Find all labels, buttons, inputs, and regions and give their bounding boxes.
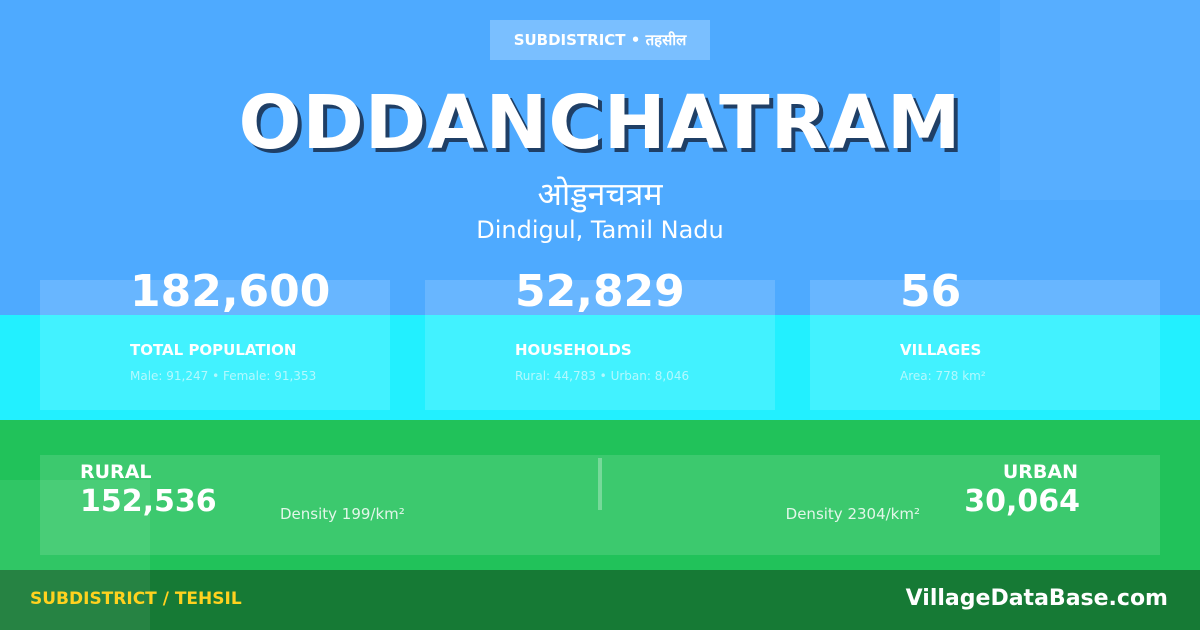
rural-value: 152,536 [80,484,217,519]
stat-box: 56 VILLAGES Area: 778 km² [810,266,1160,410]
title: ODDANCHATRAM [238,80,962,166]
urban-density: Density 2304/km² [785,505,920,523]
stat-detail: Rural: 44,783 • Urban: 8,046 [515,369,690,383]
stat-label: HOUSEHOLDS [515,341,632,359]
stat-detail: Area: 778 km² [900,369,986,383]
location: Dindigul, Tamil Nadu [476,216,724,244]
stat-value: 56 [900,266,962,317]
stat-value: 52,829 [515,266,685,317]
stat-label: TOTAL POPULATION [130,341,297,359]
decor [1000,0,1200,200]
stat-detail: Male: 91,247 • Female: 91,353 [130,369,317,383]
rural-urban-box [40,455,1160,555]
footer-category: SUBDISTRICT / TEHSIL [30,589,242,609]
divider [598,458,602,510]
rural-density: Density 199/km² [280,505,405,523]
decor [0,480,150,630]
footer-band [0,570,1200,630]
band [0,315,1200,420]
urban-value: 30,064 [964,484,1080,519]
stat-label: VILLAGES [900,341,982,359]
stat-box: 52,829 HOUSEHOLDS Rural: 44,783 • Urban:… [425,266,775,410]
rural-label: RURAL [80,461,152,483]
stat-box: 182,600 TOTAL POPULATION Male: 91,247 • … [40,266,390,410]
band [0,420,1200,570]
footer-site: VillageDataBase.com [905,586,1168,611]
urban-label: URBAN [1002,461,1078,483]
badge: SUBDISTRICT • तहसील [490,20,710,60]
title-hindi: ओड्डनचत्रम [537,175,663,213]
stat-value: 182,600 [130,266,331,317]
